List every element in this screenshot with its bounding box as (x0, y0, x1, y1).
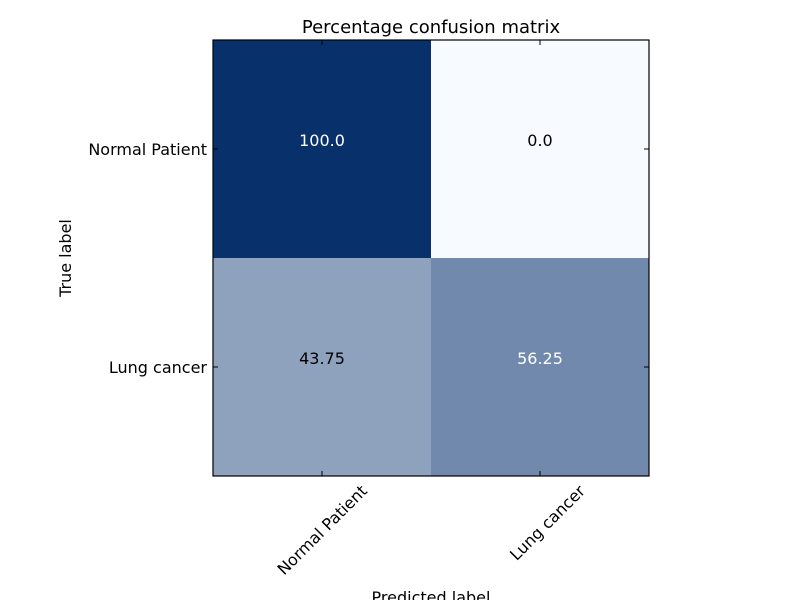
chart-title: Percentage confusion matrix (302, 17, 561, 38)
cell-value-label-r0-c0: 100.0 (299, 131, 345, 150)
plot-frame (212, 39, 650, 477)
heatmap-cells: 100.0 0.0 43.75 56.25 (213, 40, 649, 476)
heatmap-cell-r1-c1 (431, 258, 649, 476)
cell-value-label-r0-c1: 0.0 (527, 131, 552, 150)
x-axis-label: Predicted label (372, 588, 491, 600)
cell-value-label-r1-c0: 43.75 (299, 349, 345, 368)
heatmap-cell-r0-c1 (431, 40, 649, 258)
y-tick-label-1: Lung cancer (109, 358, 208, 377)
heatmap-cell-r0-c0 (213, 40, 431, 258)
x-tick-label-0: Normal Patient (273, 481, 370, 578)
x-tick-label-1: Lung cancer (506, 481, 589, 564)
y-axis-label: True label (56, 219, 75, 298)
cell-value-label-r1-c1: 56.25 (517, 349, 563, 368)
y-tick-label-0: Normal Patient (88, 140, 207, 159)
heatmap-cell-r1-c0 (213, 258, 431, 476)
